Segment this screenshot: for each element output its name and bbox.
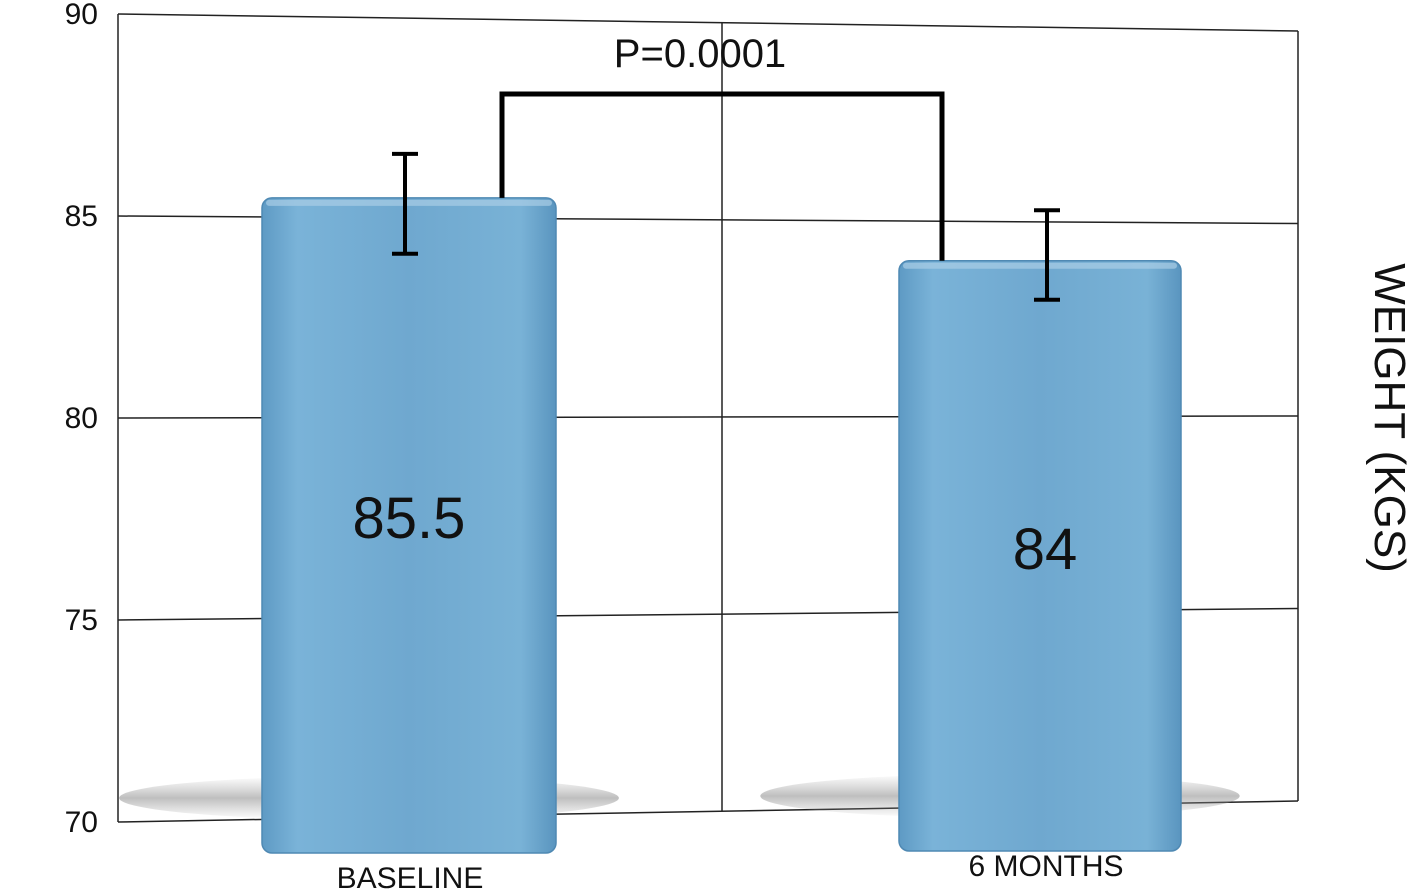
bar-top-highlight [266,199,552,206]
error-bars [392,151,1060,302]
bar-6-months [898,260,1182,852]
bar-value-label-6-months: 84 [1013,517,1078,582]
bar-value-label-baseline: 85.5 [353,486,466,551]
gridline-y-90 [117,13,1299,32]
significance-bracket-line [499,91,945,261]
y-axis-title: WEIGHT (KGS) [1365,263,1414,573]
x-category-label-6-months: 6 MONTHS [968,850,1123,883]
y-tick-label-85: 85 [65,200,98,233]
y-tick-label-90: 90 [65,0,98,31]
bar-top-highlight [903,262,1177,269]
y-tick-labels: 70 75 80 85 90 [65,0,98,839]
bar-baseline [261,197,557,854]
y-tick-label-70: 70 [65,806,98,839]
x-category-label-baseline: BASELINE [337,862,484,891]
bars [261,197,1182,854]
p-value-annotation: P=0.0001 [614,32,786,76]
significance-bracket [499,91,945,261]
y-tick-label-75: 75 [65,604,98,637]
y-tick-label-80: 80 [65,402,98,435]
